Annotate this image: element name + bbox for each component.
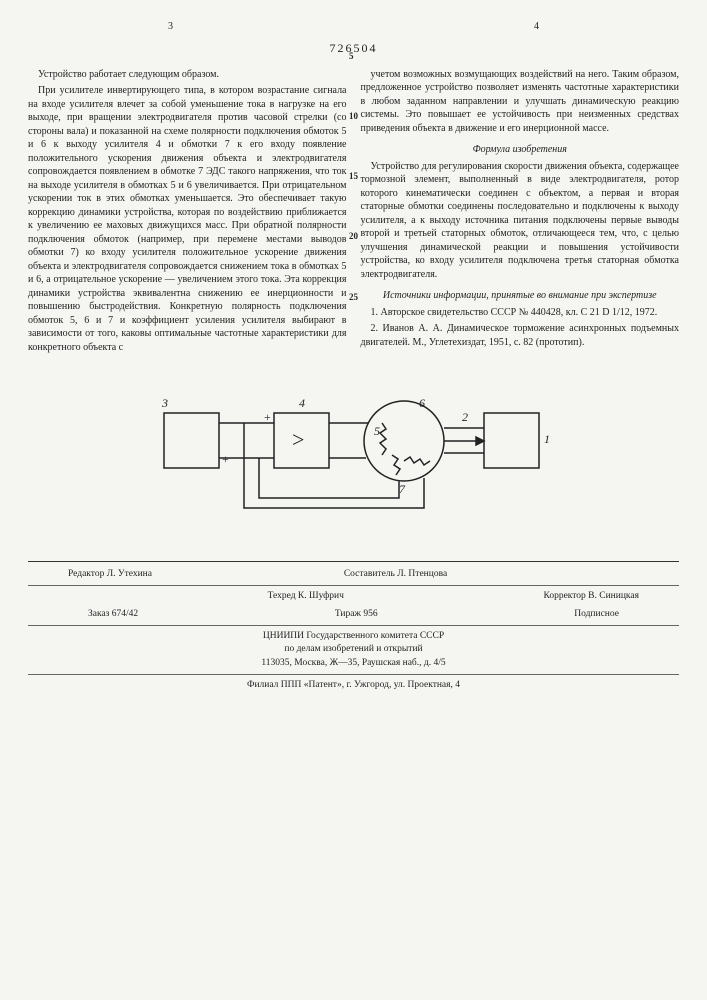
diagram-label-5: 5 <box>374 424 380 438</box>
org-line2: по делам изобретений и открытий <box>28 643 679 656</box>
order: Заказ 674/42 <box>88 608 138 621</box>
page-right: 4 <box>534 20 539 34</box>
paragraph: Устройство работает следующим образом. <box>28 68 347 82</box>
svg-text:−: − <box>222 416 229 430</box>
right-column: учетом возможных возмущающих воздействий… <box>361 68 680 358</box>
page-left: 3 <box>168 20 173 34</box>
footer: Редактор Л. Утехина Составитель Л. Птенц… <box>28 561 679 692</box>
line-num: 20 <box>349 230 358 242</box>
svg-text:+: + <box>264 410 271 424</box>
paragraph: При усилителе инвертирующего типа, в кот… <box>28 84 347 354</box>
amp-symbol: > <box>292 427 304 452</box>
circuit-diagram: 3 4 5 6 7 2 1 > − + + <box>144 383 564 543</box>
paragraph: 2. Иванов А. А. Динамическое торможение … <box>361 322 680 349</box>
line-number-markers: 5 10 15 20 25 <box>349 50 358 351</box>
addr1: 113035, Москва, Ж—35, Раушская наб., д. … <box>28 657 679 670</box>
addr2: Филиал ППП «Патент», г. Ужгород, ул. Про… <box>28 674 679 692</box>
diagram-label-4: 4 <box>299 396 305 410</box>
paragraph: учетом возможных возмущающих воздействий… <box>361 68 680 136</box>
subscription: Подписное <box>574 608 619 621</box>
diagram-label-2: 2 <box>462 410 468 424</box>
line-num: 15 <box>349 170 358 182</box>
diagram-label-6: 6 <box>419 396 425 410</box>
corrector: Корректор В. Синицкая <box>543 590 639 603</box>
diagram-label-1: 1 <box>544 432 550 446</box>
diagram-label-7: 7 <box>399 482 406 496</box>
line-num: 25 <box>349 291 358 303</box>
line-num: 10 <box>349 110 358 122</box>
compiler: Составитель Л. Птенцова <box>344 568 447 581</box>
editor: Редактор Л. Утехина <box>68 568 152 581</box>
org-line1: ЦНИИПИ Государственного комитета СССР <box>28 630 679 643</box>
tirazh: Тираж 956 <box>335 608 378 621</box>
sources-title: Источники информации, принятые во вниман… <box>361 289 680 303</box>
formula-title: Формула изобретения <box>361 143 680 157</box>
paragraph: 1. Авторское свидетельство СССР № 440428… <box>361 306 680 320</box>
techred: Техред К. Шуфрич <box>268 590 344 603</box>
diagram-label-3: 3 <box>161 396 168 410</box>
line-num: 5 <box>349 50 358 62</box>
svg-text:+: + <box>222 452 229 466</box>
paragraph: Устройство для регулирования скорости дв… <box>361 160 680 282</box>
left-column: Устройство работает следующим образом. П… <box>28 68 347 358</box>
